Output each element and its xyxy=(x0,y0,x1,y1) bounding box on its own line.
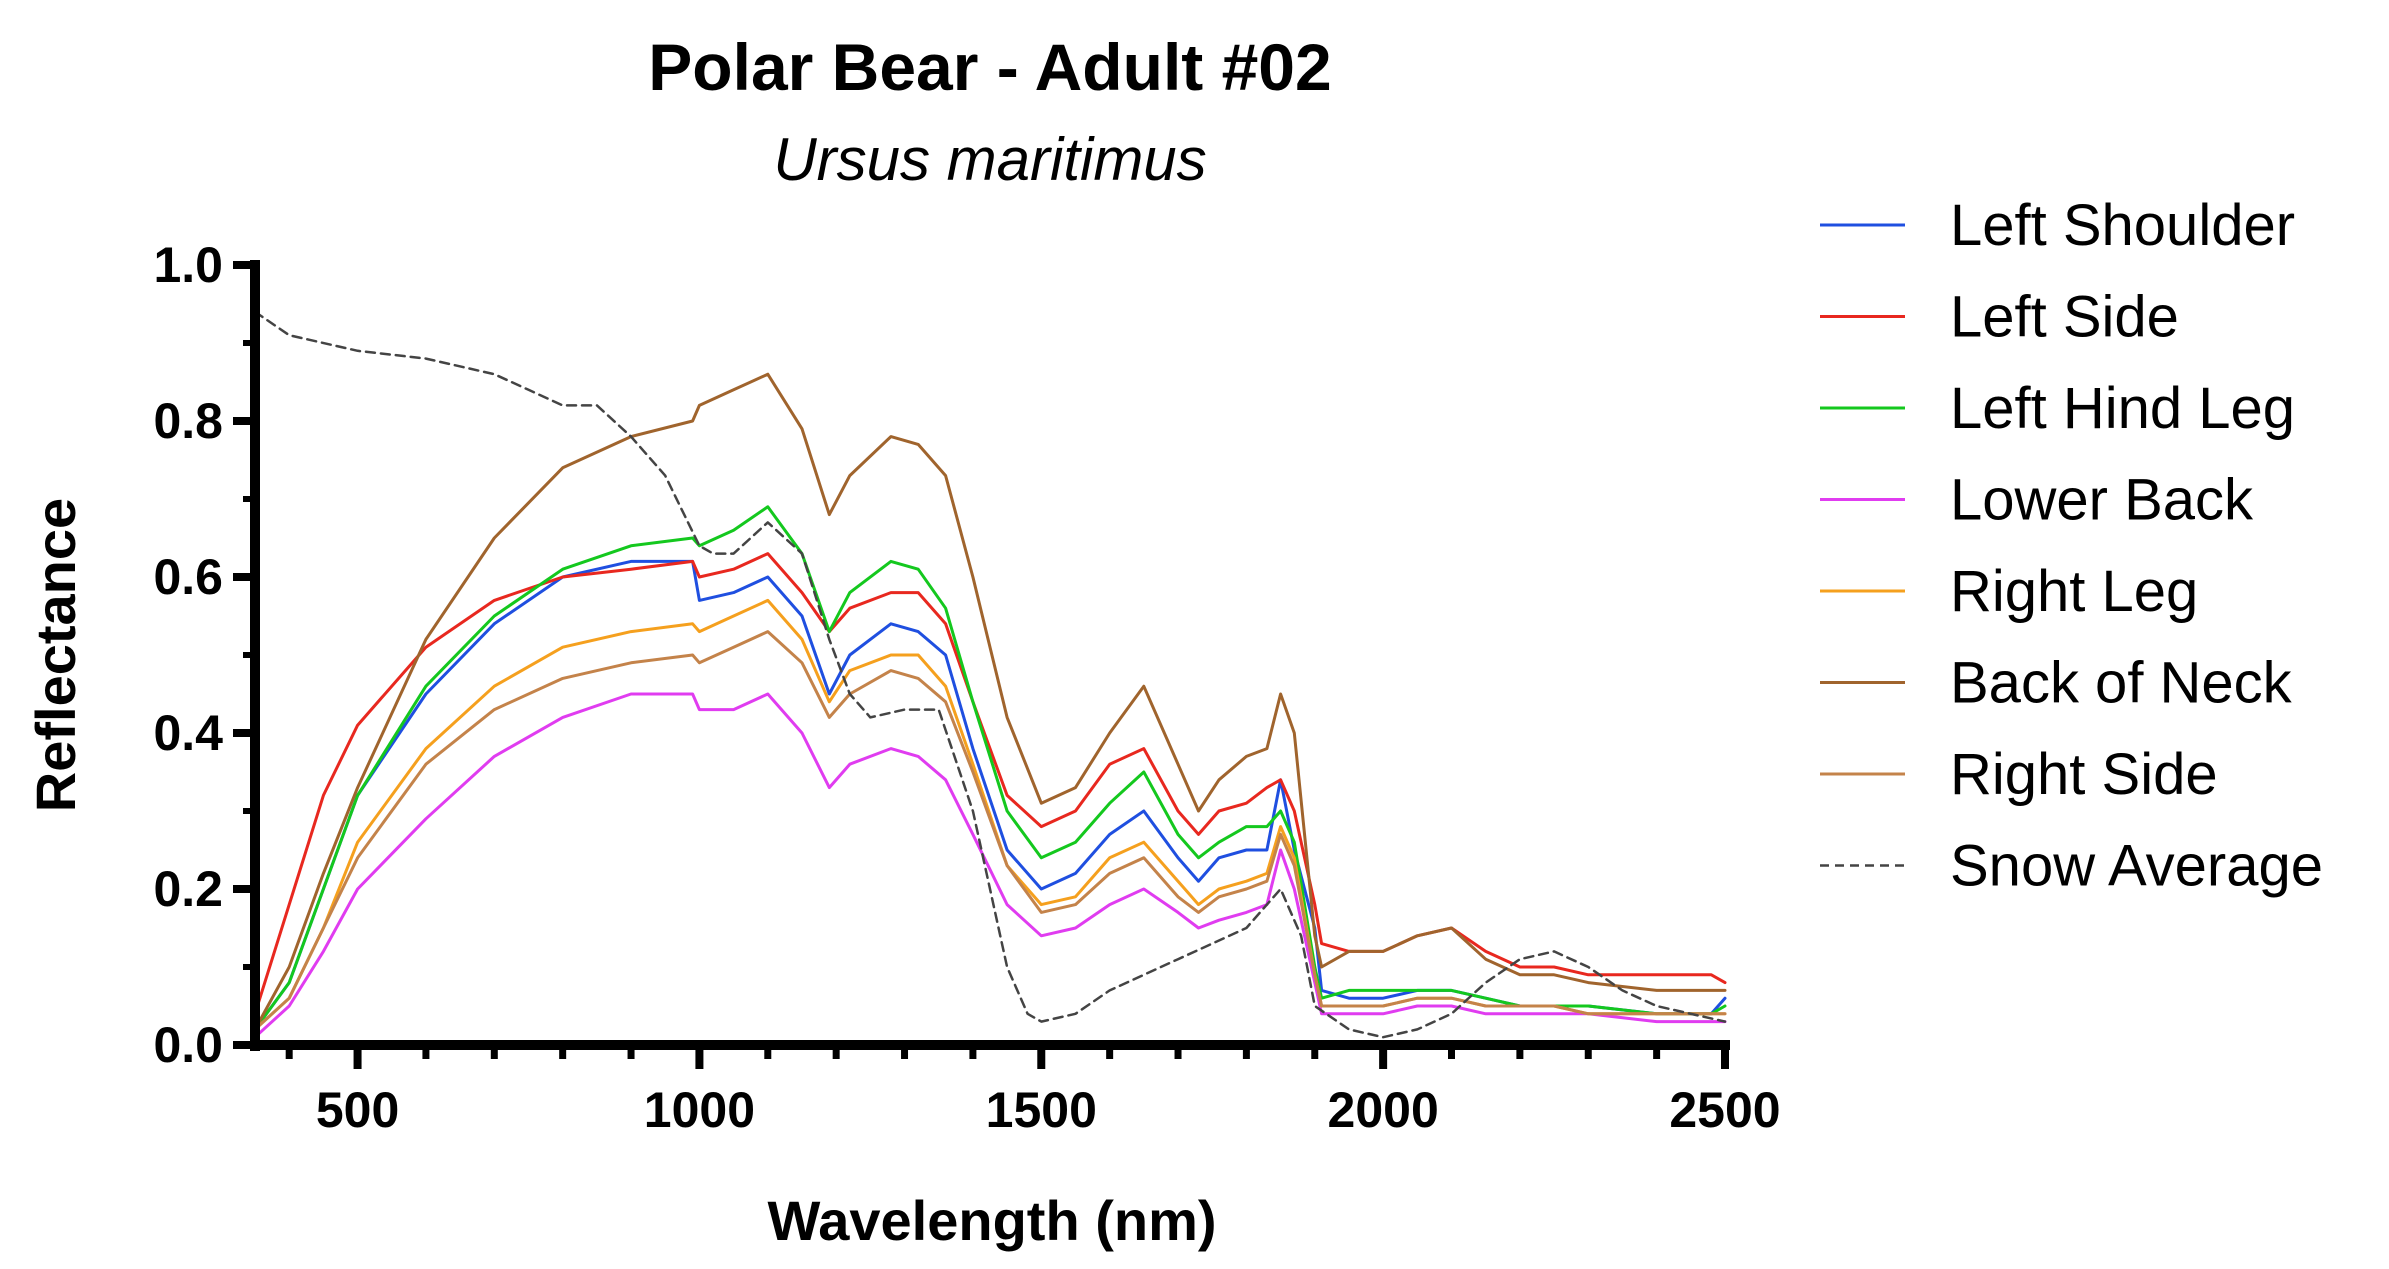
y-tick-label-1: 0.2 xyxy=(153,861,223,917)
legend-label-3: Lower Back xyxy=(1950,468,2254,533)
legend-label-0: Left Shoulder xyxy=(1950,193,2295,258)
y-tick-label-0: 0.0 xyxy=(153,1017,223,1073)
x-tick-label-1: 1000 xyxy=(644,1082,755,1138)
series-line-5 xyxy=(253,372,1727,1031)
x-tick-label-0: 500 xyxy=(316,1082,399,1138)
chart-subtitle: Ursus maritimus xyxy=(773,126,1206,193)
legend: Left Shoulder Left Side Left Hind Leg Lower… xyxy=(1820,193,2323,899)
y-tick-label-3: 0.6 xyxy=(153,549,223,605)
series-line-7 xyxy=(253,310,1727,1039)
series-line-3 xyxy=(253,692,1727,1039)
y-tick-label-4: 0.8 xyxy=(153,393,223,449)
y-axis-label: Reflectance xyxy=(24,498,87,812)
legend-label-6: Right Side xyxy=(1950,742,2218,807)
axes: 0.0 0.2 0.4 0.6 0.8 1.0 500 1000 1500 2000 2500 xyxy=(153,237,1780,1138)
legend-label-7: Snow Average xyxy=(1950,834,2323,899)
x-tick-label-3: 2000 xyxy=(1328,1082,1439,1138)
series-line-1 xyxy=(253,552,1727,1016)
legend-label-2: Left Hind Leg xyxy=(1950,376,2295,441)
series-line-2 xyxy=(253,505,1727,1031)
plot-lines xyxy=(253,310,1727,1039)
legend-label-5: Back of Neck xyxy=(1950,651,2293,716)
y-tick-label-2: 0.4 xyxy=(153,705,223,761)
legend-label-1: Left Side xyxy=(1950,285,2179,350)
x-tick-label-4: 2500 xyxy=(1669,1082,1780,1138)
series-line-6 xyxy=(253,630,1727,1031)
legend-label-4: Right Leg xyxy=(1950,559,2198,624)
chart-title: Polar Bear - Adult #02 xyxy=(648,30,1331,104)
y-tick-label-5: 1.0 xyxy=(153,237,223,293)
x-axis-label: Wavelength (nm) xyxy=(767,1189,1216,1252)
x-tick-label-2: 1500 xyxy=(986,1082,1097,1138)
